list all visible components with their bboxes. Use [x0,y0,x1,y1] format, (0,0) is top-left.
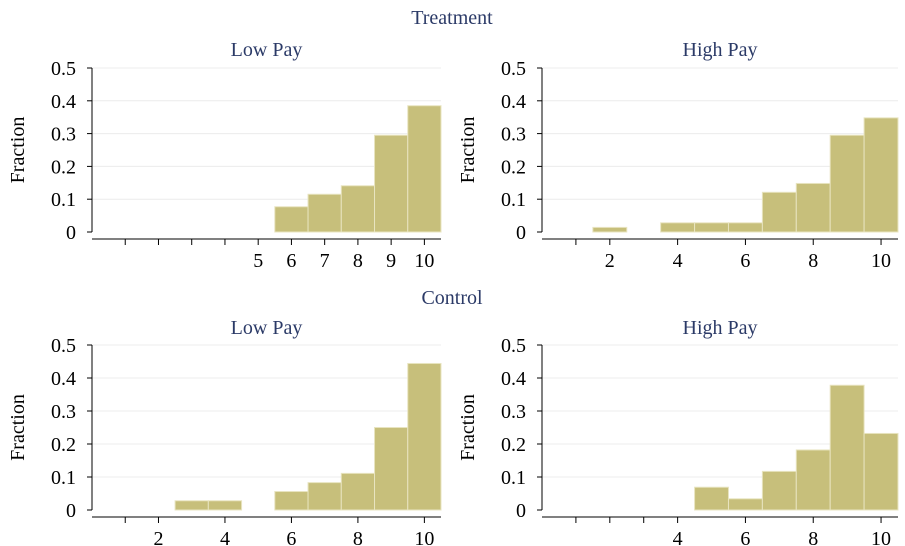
y-axis-label: Fraction [7,394,29,461]
histogram-bar [340,472,376,511]
histogram-bar [761,191,797,233]
x-tick-label: 6 [740,528,750,546]
x-tick-label: 4 [673,528,683,546]
histogram-bar [863,432,899,511]
panel-title: Low Pay [231,39,303,61]
histogram-bar [340,185,376,233]
y-tick-label: 0.1 [501,189,526,211]
y-tick-label: 0.3 [501,124,526,146]
histogram-bar [694,222,729,233]
y-tick-label: 0.2 [501,156,526,178]
x-tick-label: 8 [353,250,363,272]
panel-control-low: 0 0.1 0.2 0.3 0.4 0.5 2 4 6 8 10 Low Pay Fraction [7,317,442,546]
y-tick-label: 0 [516,222,526,244]
y-tick-label: 0.1 [51,467,76,489]
histogram-bar [761,470,797,511]
histogram-bar [727,498,763,511]
panel-title: Low Pay [231,317,303,339]
y-tick-label: 0.4 [51,91,76,113]
y-tick-label: 0 [66,222,76,244]
x-tick-label: 10 [414,250,434,272]
y-tick-label: 0.1 [501,467,526,489]
y-tick-label: 0.3 [501,401,526,423]
x-tick-label: 4 [220,528,230,546]
y-tick-label: 0.4 [51,368,76,390]
y-tick-label: 0.5 [51,335,76,357]
x-tick-label: 6 [286,250,296,272]
y-tick-label: 0.5 [51,58,76,80]
panel-title: High Pay [683,39,758,61]
histogram-bar [795,449,831,511]
histogram-bar [374,134,409,233]
panel-title: High Pay [683,317,758,339]
x-tick-label: 10 [414,528,434,546]
group-title-control: Control [421,287,483,309]
histogram-bar [727,222,763,233]
histogram-bar [795,182,831,233]
histogram-bar [307,482,342,511]
x-tick-label: 8 [808,250,818,272]
histogram-bar [829,384,865,511]
histogram-bar [407,105,442,233]
histogram-bar [829,134,865,233]
y-axis-label: Fraction [457,394,479,461]
histogram-bar [307,193,342,233]
y-tick-label: 0.4 [501,91,526,113]
histogram-bar [274,206,309,233]
histogram-bar [660,222,696,233]
histogram-bar [592,226,628,233]
histogram-bar [694,486,729,511]
x-tick-label: 4 [673,250,683,272]
histogram-bar [863,117,899,233]
y-tick-label: 0.2 [51,156,76,178]
x-tick-label: 10 [871,528,891,546]
histogram-bar [407,362,442,511]
x-tick-label: 2 [605,250,615,272]
x-tick-label: 10 [871,250,891,272]
histogram-bar [174,500,209,511]
y-tick-label: 0.5 [501,335,526,357]
y-tick-label: 0.3 [51,124,76,146]
y-tick-label: 0.2 [501,434,526,456]
x-tick-label: 2 [153,528,163,546]
y-axis-label: Fraction [457,117,479,184]
histogram-bar [274,491,309,511]
y-tick-label: 0 [66,500,76,522]
x-tick-label: 8 [353,528,363,546]
panel-treatment-low: 0 0.1 0.2 0.3 0.4 0.5 5 6 7 8 9 10 Low Pay Fraction [7,39,442,272]
histogram-bar [207,500,243,511]
x-tick-label: 7 [320,250,330,272]
panel-control-high: 0 0.1 0.2 0.3 0.4 0.5 4 6 8 10 High Pay Fraction [457,317,899,546]
y-tick-label: 0.1 [51,189,76,211]
y-tick-label: 0 [516,500,526,522]
x-tick-label: 6 [740,250,750,272]
panel-treatment-high: 0 0.1 0.2 0.3 0.4 0.5 2 4 6 8 10 High Pay Fraction [457,39,899,272]
y-tick-label: 0.5 [501,58,526,80]
y-tick-label: 0.4 [501,368,526,390]
histogram-bar [374,427,409,511]
x-tick-label: 5 [253,250,263,272]
y-axis-label: Fraction [7,117,29,184]
x-tick-label: 9 [386,250,396,272]
y-tick-label: 0.2 [51,434,76,456]
y-tick-label: 0.3 [51,401,76,423]
group-title-treatment: Treatment [411,7,493,29]
x-tick-label: 6 [286,528,296,546]
x-tick-label: 8 [808,528,818,546]
